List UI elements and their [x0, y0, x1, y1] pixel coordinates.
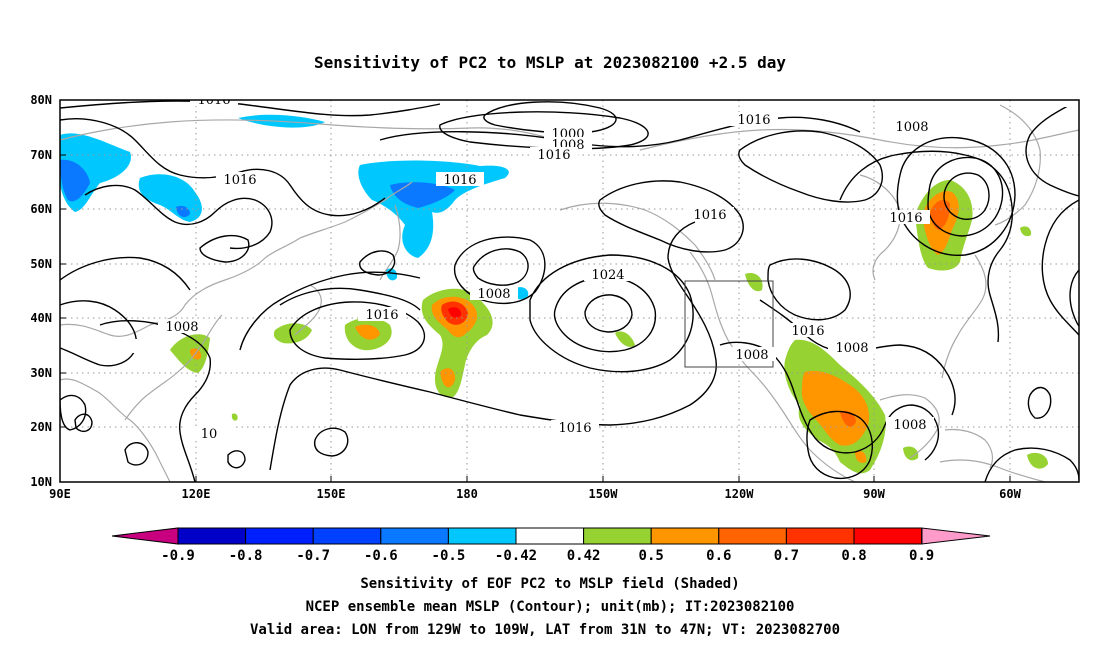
figure-title: Sensitivity of PC2 to MSLP at 2023082100… [314, 53, 786, 72]
lat-label: 80N [30, 93, 52, 107]
lon-label: 60W [999, 487, 1021, 501]
colorbar-tick-label: -0.6 [364, 548, 398, 564]
contour-label: 1016 [223, 173, 256, 188]
lat-label: 60N [30, 202, 52, 216]
lat-label: 20N [30, 420, 52, 434]
colorbar-swatch [651, 528, 719, 544]
caption-line-2: NCEP ensemble mean MSLP (Contour); unit(… [306, 599, 795, 615]
lon-label: 120E [182, 487, 211, 501]
contour-label: 10 [201, 427, 218, 442]
colorbar-tick-label: 0.6 [706, 548, 731, 564]
colorbar-swatch [313, 528, 381, 544]
colorbar-swatch [786, 528, 854, 544]
contour-label: 1016 [791, 324, 824, 339]
colorbar-boxes [178, 528, 922, 544]
contour-label: 1016 [693, 208, 726, 223]
contour-label: 1008 [895, 120, 928, 135]
colorbar-tick-label: -0.8 [229, 548, 263, 564]
colorbar-tick-label: -0.7 [296, 548, 330, 564]
lat-label: 30N [30, 366, 52, 380]
lon-label: 150W [589, 487, 619, 501]
latitude-labels: 80N 70N 60N 50N 40N 30N 20N 10N [30, 93, 52, 489]
contour-label: 1016 [365, 308, 398, 323]
colorbar-swatch [584, 528, 652, 544]
longitude-labels: 90E 120E 150E 180 150W 120W 90W 60W [49, 487, 1021, 501]
lon-label: 90E [49, 487, 71, 501]
colorbar-tick-label: 0.8 [841, 548, 866, 564]
colorbar-labels: -0.9 -0.8 -0.7 -0.6 -0.5 -0.42 0.42 0.5 0.6 0.7 0.… [161, 548, 934, 564]
colorbar-high-arrow [922, 528, 990, 544]
colorbar: -0.9 -0.8 -0.7 -0.6 -0.5 -0.42 0.42 0.5 0.6 0.7 0.… [112, 528, 990, 564]
contour-label: 1024 [591, 268, 624, 283]
colorbar-swatch [516, 528, 584, 544]
colorbar-swatch [381, 528, 449, 544]
contour-label: 1016 [558, 421, 591, 436]
colorbar-swatch [854, 528, 922, 544]
contour-label: 1008 [735, 348, 768, 363]
contour-label: 1016 [737, 113, 770, 128]
colorbar-swatch [246, 528, 314, 544]
colorbar-tick-label: 0.7 [774, 548, 799, 564]
lat-label: 50N [30, 257, 52, 271]
colorbar-tick-label: -0.42 [495, 548, 537, 564]
map-panel: 1016 1016 1016 1000 1008 1016 1016 1008 … [30, 92, 1080, 501]
colorbar-low-arrow [112, 528, 178, 544]
lon-label: 180 [456, 487, 478, 501]
lon-label: 90W [863, 487, 885, 501]
contour-label: 1016 [443, 173, 476, 188]
contour-label: 1008 [835, 341, 868, 356]
contour-label: 1008 [165, 320, 198, 335]
contour-label: 1016 [889, 211, 922, 226]
lon-label: 150E [317, 487, 346, 501]
lat-label: 40N [30, 311, 52, 325]
contour-label: 1008 [477, 287, 510, 302]
colorbar-swatch [719, 528, 787, 544]
figure: Sensitivity of PC2 to MSLP at 2023082100… [0, 0, 1100, 650]
lon-label: 120W [725, 487, 755, 501]
caption-line-3: Valid area: LON from 129W to 109W, LAT f… [250, 622, 840, 638]
contour-label: 1016 [537, 148, 570, 163]
colorbar-swatch [448, 528, 516, 544]
caption-line-1: Sensitivity of EOF PC2 to MSLP field (Sh… [360, 576, 739, 592]
colorbar-tick-label: 0.42 [567, 548, 601, 564]
footer-captions: Sensitivity of EOF PC2 to MSLP field (Sh… [250, 576, 840, 638]
colorbar-tick-label: -0.5 [432, 548, 466, 564]
lat-label: 70N [30, 148, 52, 162]
colorbar-swatch [178, 528, 246, 544]
colorbar-tick-label: -0.9 [161, 548, 195, 564]
contour-label: 1008 [893, 418, 926, 433]
colorbar-tick-label: 0.5 [639, 548, 664, 564]
colorbar-tick-label: 0.9 [909, 548, 934, 564]
